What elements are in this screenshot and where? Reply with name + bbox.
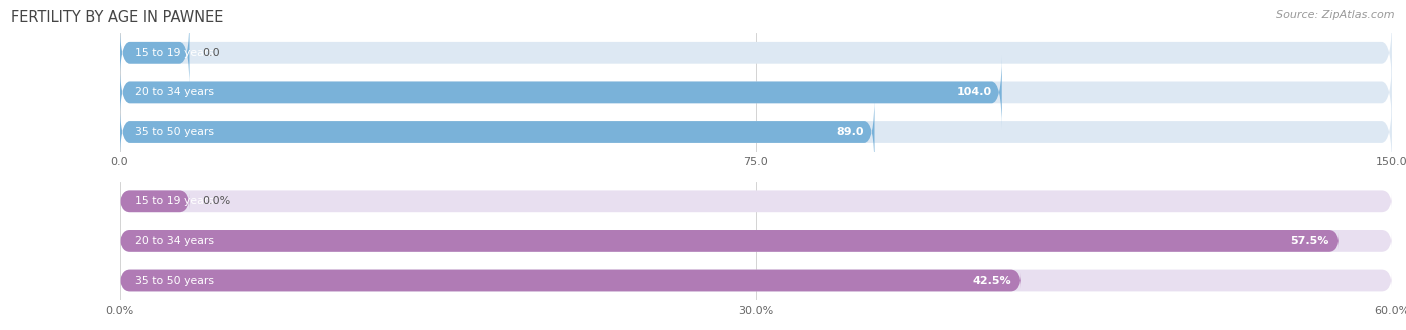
FancyBboxPatch shape <box>120 230 1392 252</box>
FancyBboxPatch shape <box>120 190 190 212</box>
Text: 35 to 50 years: 35 to 50 years <box>135 127 214 137</box>
Text: Source: ZipAtlas.com: Source: ZipAtlas.com <box>1277 10 1395 20</box>
Text: 15 to 19 years: 15 to 19 years <box>135 48 214 58</box>
Text: 20 to 34 years: 20 to 34 years <box>135 87 214 97</box>
FancyBboxPatch shape <box>120 16 1392 89</box>
FancyBboxPatch shape <box>120 230 1339 252</box>
Text: FERTILITY BY AGE IN PAWNEE: FERTILITY BY AGE IN PAWNEE <box>11 10 224 25</box>
Text: 0.0: 0.0 <box>202 48 219 58</box>
Text: 15 to 19 years: 15 to 19 years <box>135 196 214 206</box>
Text: 35 to 50 years: 35 to 50 years <box>135 276 214 285</box>
Text: 20 to 34 years: 20 to 34 years <box>135 236 214 246</box>
FancyBboxPatch shape <box>120 190 1392 212</box>
FancyBboxPatch shape <box>120 95 875 169</box>
FancyBboxPatch shape <box>120 270 1021 291</box>
FancyBboxPatch shape <box>120 56 1001 129</box>
FancyBboxPatch shape <box>120 95 1392 169</box>
FancyBboxPatch shape <box>120 16 190 89</box>
Text: 89.0: 89.0 <box>837 127 865 137</box>
Text: 42.5%: 42.5% <box>972 276 1011 285</box>
Text: 0.0%: 0.0% <box>202 196 231 206</box>
Text: 57.5%: 57.5% <box>1291 236 1329 246</box>
Text: 104.0: 104.0 <box>956 87 991 97</box>
FancyBboxPatch shape <box>120 270 1392 291</box>
FancyBboxPatch shape <box>120 56 1392 129</box>
